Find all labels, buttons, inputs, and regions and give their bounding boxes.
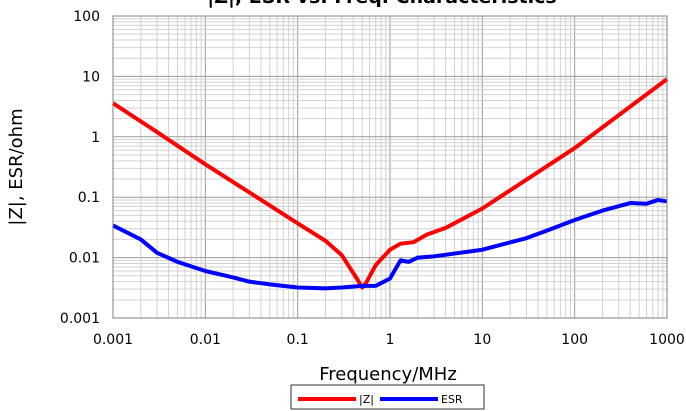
x-tick-label: 0.1 bbox=[287, 332, 309, 348]
legend-label-z: |Z| bbox=[359, 393, 374, 406]
x-tick-labels: 0.001 0.01 0.1 1 10 100 1000 bbox=[93, 332, 685, 348]
chart-title: |Z|, ESR vs. Freq. Characteristics bbox=[207, 0, 556, 8]
y-tick-labels: 100 10 1 0.1 0.01 0.001 bbox=[60, 9, 100, 327]
series-line-esr bbox=[112, 197, 668, 291]
y-tick-label: 1 bbox=[91, 130, 100, 146]
x-tick-label: 1000 bbox=[649, 332, 685, 348]
x-tick-label: 0.01 bbox=[190, 332, 221, 348]
y-tick-label: 10 bbox=[82, 69, 100, 85]
x-tick-label: 1 bbox=[386, 332, 395, 348]
x-tick-label: 10 bbox=[473, 332, 491, 348]
grid bbox=[112, 16, 667, 319]
y-tick-label: 0.001 bbox=[60, 311, 100, 327]
x-tick-label: 100 bbox=[561, 332, 588, 348]
y-tick-label: 0.01 bbox=[69, 251, 100, 267]
y-tick-label: 100 bbox=[73, 9, 100, 25]
legend: |Z| ESR bbox=[290, 384, 485, 410]
y-axis-title: |Z|, ESR/ohm bbox=[6, 108, 27, 225]
y-tick-label: 0.1 bbox=[78, 190, 100, 206]
series-lines bbox=[111, 77, 669, 291]
legend-label-esr: ESR bbox=[441, 393, 463, 406]
plot-frame bbox=[112, 15, 668, 319]
x-tick-label: 0.001 bbox=[93, 332, 133, 348]
series-line-z bbox=[111, 77, 669, 290]
x-axis-title: Frequency/MHz bbox=[319, 364, 457, 385]
